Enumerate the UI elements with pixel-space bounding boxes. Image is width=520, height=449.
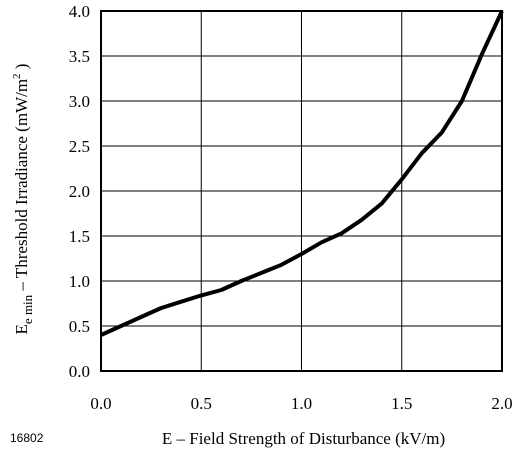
series-layer	[100, 10, 504, 337]
x-tick-label: 0.0	[90, 394, 111, 413]
y-axis-label: Ee min – Threshold Irradiance (mW/m2 )	[11, 64, 35, 335]
grid-lines	[101, 11, 502, 371]
x-tick-label: 0.5	[191, 394, 212, 413]
x-tick-label: 1.0	[291, 394, 312, 413]
x-axis-label: E – Field Strength of Disturbance (kV/m)	[162, 429, 445, 448]
y-tick-label: 2.5	[69, 137, 90, 156]
x-tick-labels: 0.0 0.5 1.0 1.5 2.0	[90, 394, 512, 413]
y-axis-label-sup: 2	[11, 73, 23, 79]
x-tick-label: 1.5	[391, 394, 412, 413]
y-tick-label: 4.0	[69, 2, 90, 21]
plot-frame	[100, 10, 503, 372]
y-axis-label-rest: – Threshold Irradiance (mW/m	[12, 79, 31, 295]
y-tick-label: 1.0	[69, 272, 90, 291]
x-tick-label: 2.0	[491, 394, 512, 413]
y-tick-label: 0.0	[69, 362, 90, 381]
y-axis-label-sub: e min	[20, 294, 35, 324]
y-axis-label-main: E	[12, 324, 31, 334]
series-line	[100, 10, 504, 337]
y-axis-label-end: )	[12, 64, 31, 74]
y-tick-label: 2.0	[69, 182, 90, 201]
y-tick-label: 1.5	[69, 227, 90, 246]
y-tick-label: 3.0	[69, 92, 90, 111]
y-tick-label: 3.5	[69, 47, 90, 66]
figure-id: 16802	[10, 431, 44, 445]
y-tick-labels: 0.0 0.5 1.0 1.5 2.0 2.5 3.0 3.5 4.0	[69, 2, 90, 381]
y-tick-label: 0.5	[69, 317, 90, 336]
